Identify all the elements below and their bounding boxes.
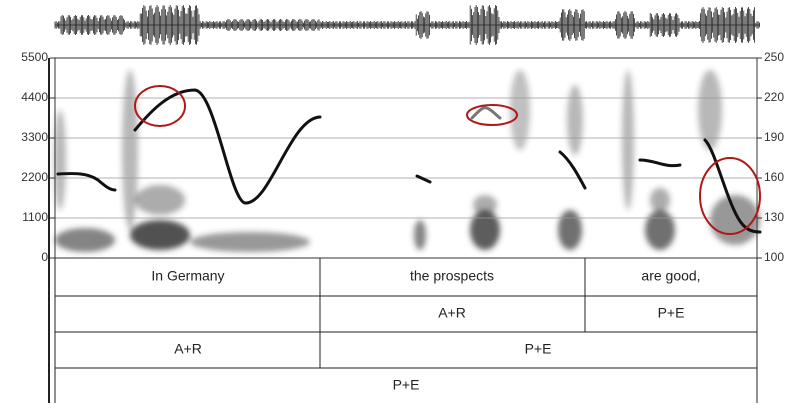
tiers (48, 58, 758, 403)
right-tick-label: 220 (764, 90, 784, 104)
right-tick-label: 250 (764, 50, 784, 64)
tier-label: P+E (525, 341, 552, 357)
spectrogram-energy (130, 220, 190, 250)
pitch-segment (558, 150, 587, 190)
spectrogram-energy (190, 232, 310, 252)
pitch-contour (56, 88, 762, 234)
right-tick-label: 160 (764, 170, 784, 184)
spectrogram-energy (650, 188, 670, 212)
left-tick-label: 3300 (21, 130, 48, 144)
spectrogram-energy (122, 70, 138, 230)
spectrogram-energy (135, 185, 185, 215)
spectrogram-energy (698, 70, 722, 150)
spectrogram-energy (510, 70, 530, 150)
spectrogram-energy (473, 195, 497, 215)
spectrogram-energy (567, 85, 583, 155)
waveform-trace (54, 5, 760, 45)
tier-label: are good, (641, 268, 700, 284)
spectrogram-energy (622, 70, 634, 210)
left-tick-label: 0 (41, 250, 48, 264)
right-tick-label: 100 (764, 250, 784, 264)
tier-label: P+E (658, 305, 685, 321)
pitch-segment (133, 88, 322, 205)
left-tick-label: 1100 (22, 210, 48, 224)
tier-label: P+E (393, 377, 420, 393)
spectrogram-energy (470, 210, 500, 250)
right-tick-label: 190 (764, 130, 784, 144)
tier-label: A+R (438, 305, 466, 321)
spectrogram-energy (55, 228, 115, 252)
left-tick-label: 2200 (21, 170, 48, 184)
pitch-segment (415, 174, 432, 184)
tier-label: In Germany (151, 268, 224, 284)
highlights (134, 85, 761, 235)
tier-label: A+R (174, 341, 202, 357)
pitch-segment (638, 158, 682, 168)
pitch-segment (703, 138, 762, 234)
highlight-ellipse (466, 104, 518, 126)
spectrogram-energy (558, 210, 582, 250)
spectrogram-energy (54, 110, 66, 210)
left-tick-label: 5500 (21, 50, 48, 64)
plot-frame (54, 57, 758, 259)
highlight-ellipse (699, 157, 761, 235)
highlight-ellipse (134, 85, 186, 127)
waveform (54, 5, 760, 45)
spectrogram-energy (414, 220, 426, 250)
left-tick-label: 4400 (21, 90, 48, 104)
right-tick-label: 130 (764, 210, 784, 224)
pitch-segment (470, 106, 502, 120)
tier-label: the prospects (410, 268, 494, 284)
pitch-segment (56, 172, 117, 192)
spectrogram-energy (645, 210, 675, 250)
